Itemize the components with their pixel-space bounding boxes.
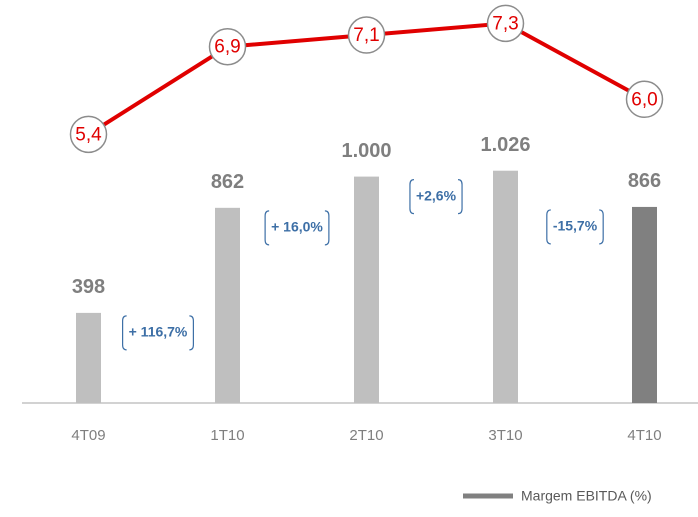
legend-label: Margem EBITDA (%) xyxy=(521,488,652,504)
bracket-left xyxy=(546,209,551,245)
bar-value-label: 398 xyxy=(72,276,105,298)
bar-value-label: 866 xyxy=(628,170,661,192)
line-value-label: 6,0 xyxy=(631,89,657,110)
bar xyxy=(632,206,657,403)
growth-annotation: -15,7% xyxy=(553,218,598,234)
bar-value-label: 1.026 xyxy=(480,134,530,156)
line-marker xyxy=(347,16,386,54)
bracket-right xyxy=(324,210,330,246)
bar xyxy=(215,207,240,403)
line-value-label: 7,1 xyxy=(353,25,379,46)
growth-annotation: + 116,7% xyxy=(129,324,188,340)
line-value-label: 7,3 xyxy=(492,13,518,34)
bar-value-label: 862 xyxy=(211,171,244,193)
x-tick-label: 4T10 xyxy=(627,427,661,444)
bar-value-label: 1.000 xyxy=(341,140,391,162)
bracket-left xyxy=(122,315,127,351)
x-tick-label: 3T10 xyxy=(488,427,522,444)
line-value-label: 5,4 xyxy=(75,124,102,145)
bracket-right xyxy=(458,178,463,215)
x-tick-label: 4T09 xyxy=(71,427,105,444)
bar xyxy=(493,170,518,403)
line-marker xyxy=(69,115,108,154)
bracket-left xyxy=(409,178,414,215)
line-value-label: 6,9 xyxy=(214,37,240,58)
bracket-right xyxy=(599,209,604,245)
line-marker xyxy=(625,80,664,119)
bar xyxy=(354,176,379,403)
growth-annotation: +2,6% xyxy=(416,187,457,203)
x-tick-label: 1T10 xyxy=(210,427,244,444)
x-tick-label: 2T10 xyxy=(349,427,383,444)
line-marker xyxy=(208,27,247,66)
growth-annotation: + 16,0% xyxy=(271,219,323,235)
bar xyxy=(76,312,101,403)
bracket-left xyxy=(264,210,270,246)
line-marker xyxy=(486,4,525,43)
bracket-right xyxy=(189,315,194,351)
